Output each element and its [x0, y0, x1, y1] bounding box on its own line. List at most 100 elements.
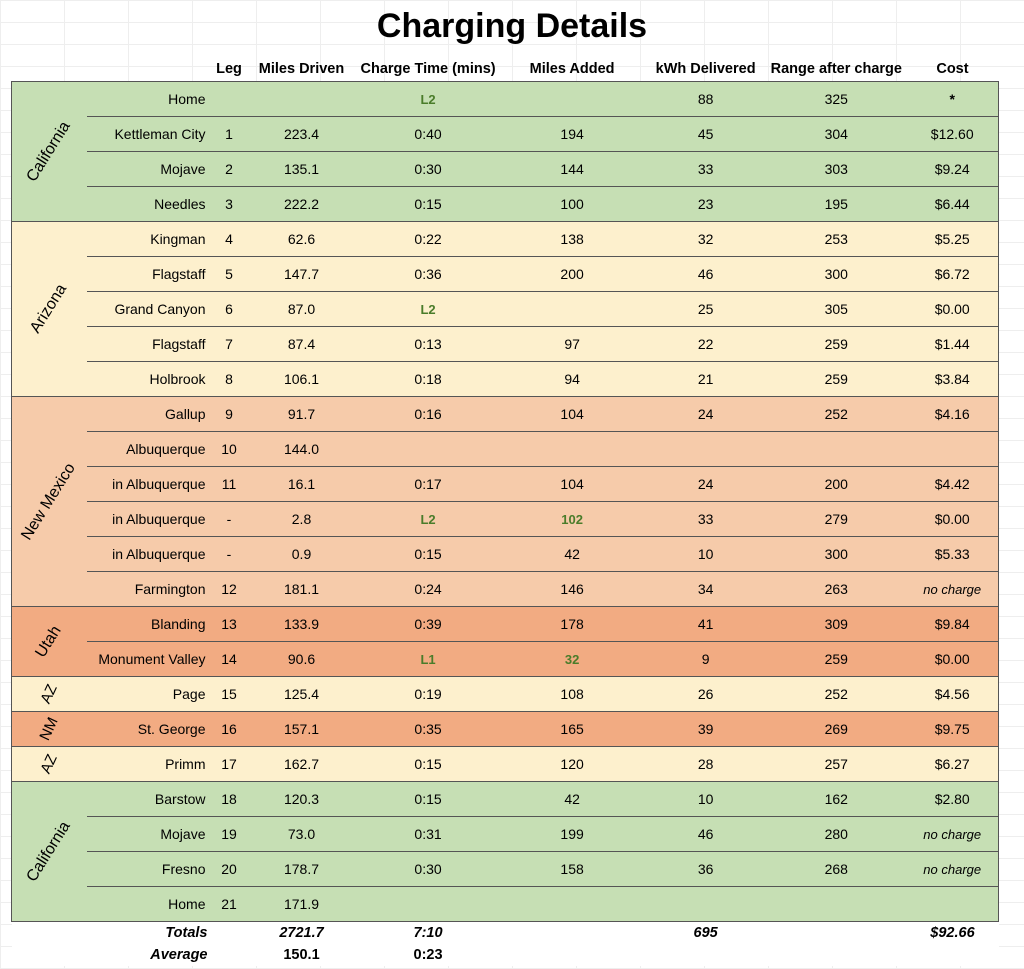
- state-label-cell: California: [11, 781, 87, 922]
- state-label-cell: AZ: [11, 676, 87, 712]
- kwh-delivered-cell: 24: [644, 466, 767, 502]
- range-cell: 325: [766, 81, 906, 117]
- charge-time-cell: 0:19: [356, 676, 500, 712]
- charge-time-cell: L2: [356, 501, 500, 537]
- miles-added-cell: 138: [499, 221, 645, 257]
- cost-cell: $2.80: [905, 781, 1000, 817]
- totals-label: Totals: [86, 921, 212, 944]
- cost-cell: $4.56: [905, 676, 1000, 712]
- miles-added-cell: 104: [499, 466, 645, 502]
- location-cell: Home: [86, 81, 212, 117]
- location-cell: Page: [86, 676, 212, 712]
- location-cell: Home: [86, 886, 212, 922]
- table-row: Home 21 171.9: [11, 886, 1000, 922]
- cost-cell: $4.42: [905, 466, 1000, 502]
- miles-driven-cell: 223.4: [246, 116, 357, 152]
- spacer: [905, 944, 999, 966]
- cost-cell: $6.27: [905, 746, 1000, 782]
- location-cell: in Albuquerque: [86, 501, 212, 537]
- leg-cell: 9: [211, 396, 247, 432]
- miles-added-cell: [499, 431, 645, 467]
- miles-driven-cell: 135.1: [246, 151, 357, 187]
- kwh-delivered-cell: 10: [644, 781, 767, 817]
- range-cell: 280: [766, 816, 906, 852]
- range-cell: 259: [766, 641, 906, 677]
- cost-cell: [905, 886, 1000, 922]
- charge-time-cell: 0:30: [356, 851, 500, 887]
- range-cell: 257: [766, 746, 906, 782]
- location-cell: Mojave: [86, 151, 212, 187]
- table-row: California Barstow 18 120.3 0:15 42 10 162 $2.80: [11, 781, 1000, 922]
- table-row: Arizona Kingman 4 62.6 0:22 138 32 253 $5.25: [11, 221, 1000, 397]
- charge-time-cell: 0:18: [356, 361, 500, 397]
- location-cell: Fresno: [86, 851, 212, 887]
- charge-time-cell: [356, 431, 500, 467]
- location-cell: Kingman: [86, 221, 212, 257]
- kwh-delivered-cell: [644, 886, 767, 922]
- leg-cell: 7: [211, 326, 247, 362]
- miles-added-cell: 144: [499, 151, 645, 187]
- kwh-delivered-cell: [644, 431, 767, 467]
- charge-time-cell: 0:31: [356, 816, 500, 852]
- location-cell: Albuquerque: [86, 431, 212, 467]
- column-header: Leg: [216, 61, 242, 77]
- table-row: in Albuquerque -0.9 0:15 42 10 300 $5.33: [11, 536, 1000, 572]
- leg-cell: -: [211, 501, 247, 537]
- range-cell: [766, 886, 906, 922]
- leg-cell: 11: [211, 466, 247, 502]
- state-label-cell: NM: [11, 711, 87, 747]
- charge-time-cell: L2: [356, 291, 500, 327]
- spacer: [499, 921, 645, 944]
- leg-cell: 20: [211, 851, 247, 887]
- range-cell: 269: [766, 711, 906, 747]
- kwh-delivered-cell: 28: [644, 746, 767, 782]
- leg-cell: 19: [211, 816, 247, 852]
- leg-cell: 4: [211, 221, 247, 257]
- location-cell: Holbrook: [86, 361, 212, 397]
- column-header: Miles Added: [529, 61, 615, 77]
- location-cell: Grand Canyon: [86, 291, 212, 327]
- miles-added-cell: 97: [499, 326, 645, 362]
- cost-cell: $12.60: [905, 116, 1000, 152]
- leg-cell: 5: [211, 256, 247, 292]
- miles-driven-cell: 125.4: [246, 676, 357, 712]
- miles-added-cell: [499, 81, 645, 117]
- table-row: Holbrook 8 106.1 0:18 94 21 259 $3.84: [11, 361, 1000, 397]
- miles-added-cell: 200: [499, 256, 645, 292]
- leg-cell: 8: [211, 361, 247, 397]
- page-title: Charging Details: [376, 7, 648, 45]
- miles-driven-cell: 222.2: [246, 186, 357, 222]
- table-row: NM St. George 16 157.1 0:35 165 39 269 $9.75: [11, 711, 1000, 747]
- range-cell: [766, 431, 906, 467]
- state-label-cell: Arizona: [11, 221, 87, 397]
- table-row: Mojave 2 135.1 0:30 144 33 303 $9.24: [11, 151, 1000, 187]
- leg-cell: 10: [211, 431, 247, 467]
- state-label: AZ: [37, 681, 62, 707]
- kwh-delivered-cell: 39: [644, 711, 767, 747]
- miles-added-cell: 100: [499, 186, 645, 222]
- range-cell: 304: [766, 116, 906, 152]
- table-row: Monument Valley 14 90.6 L1 32 9 259 $0.00: [11, 641, 1000, 677]
- kwh-delivered-cell: 23: [644, 186, 767, 222]
- leg-cell: 14: [211, 641, 247, 677]
- miles-driven-cell: 106.1: [246, 361, 357, 397]
- column-header: [12, 57, 87, 82]
- table-row: Fresno 20 178.7 0:30 158 36 268 no charge: [11, 851, 1000, 887]
- miles-driven-cell: 87.4: [246, 326, 357, 362]
- leg-cell: -: [211, 536, 247, 572]
- table-row: Grand Canyon 6 87.0 L2 25 305 $0.00: [11, 291, 1000, 327]
- location-cell: Monument Valley: [86, 641, 212, 677]
- location-cell: Gallup: [86, 396, 212, 432]
- column-header: kWh Delivered: [655, 61, 756, 77]
- miles-driven-cell: 162.7: [246, 746, 357, 782]
- leg-cell: 1: [211, 116, 247, 152]
- spacer: [211, 944, 247, 966]
- location-cell: Blanding: [86, 606, 212, 642]
- charge-time-cell: [356, 886, 500, 922]
- miles-added-cell: 178: [499, 606, 645, 642]
- miles-added-cell: 32: [499, 641, 645, 677]
- leg-cell: 3: [211, 186, 247, 222]
- miles-driven-cell: 178.7: [246, 851, 357, 887]
- column-header: Miles Driven: [258, 61, 345, 77]
- miles-driven-cell: [246, 81, 357, 117]
